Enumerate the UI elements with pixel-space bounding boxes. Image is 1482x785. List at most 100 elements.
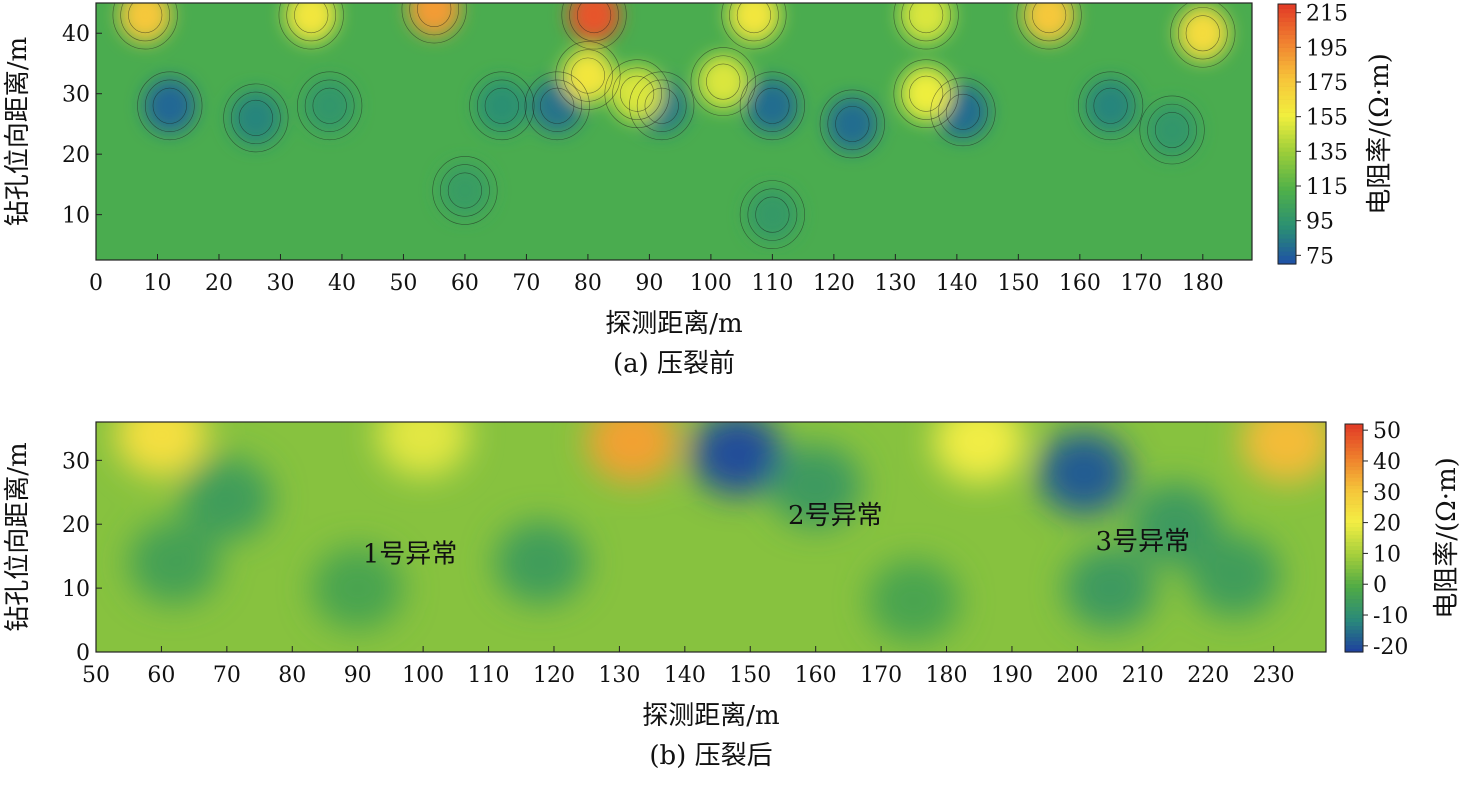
resistivity-feature (746, 78, 799, 134)
colorbar-segment (1278, 38, 1296, 44)
resistivity-feature (769, 444, 862, 528)
x-tick-label: 60 (451, 271, 479, 296)
contour-line (555, 41, 621, 110)
caption: (a) 压裂前 (613, 349, 735, 379)
colorbar-segment (1345, 560, 1363, 566)
contour-lines (112, 3, 1236, 249)
x-axis-ticks: 50 60 70 80 90 100 110 120 130 140 150 160 170 180 190… (82, 646, 1295, 688)
colorbar-tick-label: 10 (1373, 542, 1401, 567)
contour-line (231, 91, 281, 145)
colorbar-segment (1278, 151, 1296, 157)
y-axis-ticks: 0 10 20 30 (62, 449, 102, 666)
contour-line (739, 71, 805, 141)
colorbar-segment (1278, 77, 1296, 83)
resistivity-feature (697, 54, 750, 109)
contour-line (636, 79, 687, 132)
contour-line (755, 87, 790, 124)
colorbar-segment (1278, 177, 1296, 183)
colorbar-segment (1278, 134, 1296, 139)
colorbar-segment (1278, 220, 1296, 226)
colorbar-segment (1345, 522, 1363, 528)
x-axis-ticks: 0 10 20 30 40 50 60 70 80 90 100 110 120 130 140 150 160… (89, 254, 1224, 296)
y-tick-label: 0 (76, 641, 90, 666)
contour-line (1185, 15, 1220, 52)
colorbar-segment (1345, 538, 1363, 543)
resistivity-feature (826, 96, 879, 152)
x-tick-label: 150 (997, 271, 1039, 296)
colorbar-segment (1345, 458, 1363, 463)
contour-line (739, 180, 805, 249)
colorbar-segment (1345, 526, 1363, 531)
colorbar-segment (1278, 160, 1296, 165)
colorbar-segment (1345, 587, 1363, 592)
colorbar-segment (1278, 229, 1296, 235)
x-tick-label: 160 (795, 663, 837, 688)
x-tick-label: 120 (533, 663, 575, 688)
colorbar-segment (1345, 477, 1363, 482)
colorbar-segment (1345, 553, 1363, 558)
contour-line (1154, 112, 1190, 148)
plot-frame (95, 2, 1253, 261)
resistivity-feature (1023, 3, 1075, 43)
contour-line (938, 85, 988, 138)
resistivity-feature (377, 422, 469, 477)
colorbar-segment (1278, 246, 1296, 252)
colorbar-tick-label: -20 (1373, 635, 1408, 660)
anomaly-label: 3号异常 (1096, 527, 1191, 557)
colorbar-segment (1345, 576, 1363, 581)
colorbar-segment (1345, 610, 1363, 615)
colorbar-segment (1278, 173, 1296, 178)
resistivity-feature (900, 3, 952, 43)
resistivity-feature (311, 546, 404, 630)
colorbar-tick-label: 115 (1306, 175, 1348, 200)
x-tick-label: 170 (860, 663, 902, 688)
colorbar-segment (1278, 86, 1296, 92)
x-tick-label: 60 (147, 663, 175, 688)
colorbar-segment (1278, 212, 1296, 217)
colorbar-tick-label: 135 (1306, 140, 1348, 165)
colorbar-segment (1345, 568, 1363, 573)
colorbar-tick-label: 20 (1373, 512, 1401, 537)
colorbar-segment (1345, 629, 1363, 634)
contour-line (1177, 7, 1228, 60)
colorbar-segment (1345, 424, 1363, 429)
colorbar-tick-label: 50 (1373, 419, 1401, 444)
colorbar-segment (1345, 598, 1363, 604)
colorbar-segment (1278, 164, 1296, 170)
colorbar-segment (1278, 64, 1296, 70)
contour-line (120, 3, 171, 42)
colorbar-segment (1345, 606, 1363, 611)
colorbar-segment (1345, 648, 1363, 653)
colorbar-segment (1278, 21, 1296, 27)
colorbar-tick-label: 30 (1373, 481, 1401, 506)
contour-line (576, 3, 612, 34)
resistivity-feature (611, 66, 663, 121)
colorbar-segment (1345, 439, 1363, 444)
y-tick-label: 30 (62, 449, 90, 474)
colorbar-segment (1278, 103, 1296, 109)
contour-line (409, 3, 460, 36)
colorbar-segment (1278, 216, 1296, 222)
colorbar-segment (1278, 43, 1296, 48)
x-tick-label: 50 (389, 271, 417, 296)
contour-line (819, 89, 885, 159)
x-tick-label: 170 (1120, 271, 1162, 296)
colorbar-segment (1345, 473, 1363, 478)
contour-line (1024, 3, 1074, 42)
resistivity-feature (115, 422, 208, 477)
y-tick-label: 10 (62, 204, 90, 229)
colorbar-segment (1278, 60, 1296, 66)
colorbar-segment (1278, 112, 1296, 118)
colorbar-segment (1278, 99, 1296, 105)
colorbar-segment (1345, 507, 1363, 512)
colorbar-segment (1345, 530, 1363, 535)
resistivity-feature (728, 3, 780, 43)
colorbar-segment (1345, 545, 1363, 550)
x-tick-label: 180 (1182, 271, 1224, 296)
x-tick-label: 230 (1253, 663, 1295, 688)
y-tick-label: 10 (62, 577, 90, 602)
anomaly-labels: 1号异常 2号异常 3号异常 (363, 501, 1190, 569)
contour-line (128, 3, 163, 34)
contour-line (755, 196, 790, 233)
contour-line (1085, 79, 1136, 132)
